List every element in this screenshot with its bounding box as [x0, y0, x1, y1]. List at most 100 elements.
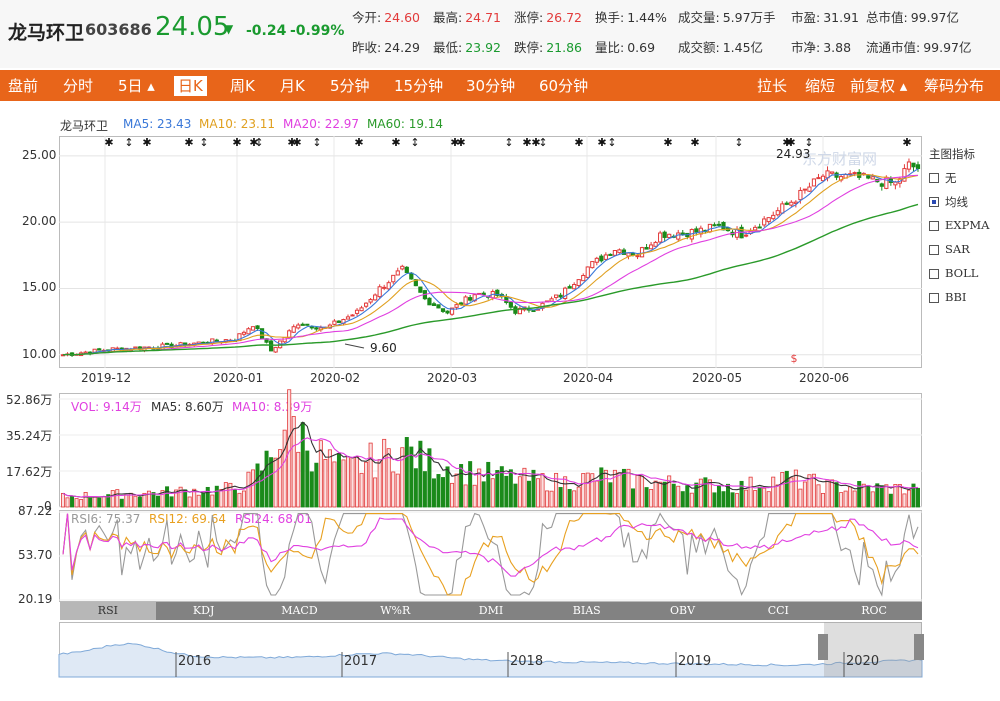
event-marker-icon[interactable]: ↕: [312, 136, 321, 149]
indicator-checkbox-6[interactable]: [929, 293, 939, 303]
volume-bar: [635, 475, 640, 508]
volume-bar: [888, 493, 893, 508]
period-tab-1[interactable]: 盘前: [8, 77, 39, 95]
event-marker-icon[interactable]: ↕: [504, 136, 513, 149]
kline-candle: [327, 323, 333, 329]
volume-bar: [793, 469, 798, 508]
event-marker-icon[interactable]: ✱: [663, 136, 672, 149]
period-tab-3[interactable]: 5日 ▴: [118, 77, 155, 95]
event-marker-icon[interactable]: ↕: [734, 136, 743, 149]
indicator-checkbox-3[interactable]: [929, 221, 939, 231]
event-marker-icon[interactable]: ✱: [232, 136, 241, 149]
event-marker-icon[interactable]: ↕: [124, 136, 133, 149]
event-marker-icon[interactable]: ✱: [184, 136, 193, 149]
volume-bar: [88, 497, 93, 508]
event-marker-icon[interactable]: ✱: [522, 136, 531, 149]
event-marker-icon[interactable]: ✱: [104, 136, 113, 149]
volume-bar: [526, 480, 531, 508]
overview-selection[interactable]: [824, 622, 922, 677]
volume-bar: [422, 471, 427, 508]
quote-field-11: 量比: 0.69: [595, 37, 655, 56]
kline-candle: [653, 240, 658, 247]
event-marker-icon[interactable]: ↕: [254, 136, 263, 149]
event-marker-icon[interactable]: ✱: [287, 136, 296, 149]
volume-bar: [789, 477, 794, 508]
indicator-tab-6[interactable]: BIAS: [572, 604, 601, 617]
event-marker-icon[interactable]: ✱: [391, 136, 400, 149]
indicator-checkbox-5[interactable]: [929, 269, 939, 279]
volume-bar: [848, 486, 853, 508]
event-marker-icon[interactable]: ↕: [199, 136, 208, 149]
volume-bar: [870, 491, 875, 508]
kline-y-tick-4: 10.00: [22, 346, 57, 361]
indicator-checkbox-1[interactable]: [929, 173, 939, 183]
overview-chart[interactable]: [58, 622, 924, 678]
event-marker-icon[interactable]: ✱: [142, 136, 151, 149]
event-marker-icon[interactable]: ↕: [410, 136, 419, 149]
quote-header: 龙马环卫 603686 24.05 ▼ -0.24 -0.99% 今开: 24.6…: [0, 0, 1000, 68]
volume-bar: [707, 479, 712, 508]
indicator-tab-2[interactable]: KDJ: [192, 604, 215, 617]
kline-candle: [305, 323, 310, 326]
event-marker-icon[interactable]: ✱: [354, 136, 363, 149]
stock-price: 24.05: [155, 12, 230, 42]
overview-right-handle[interactable]: [914, 634, 924, 660]
event-marker-icon[interactable]: ✱: [574, 136, 583, 149]
volume-bar: [165, 486, 170, 508]
period-tab-4[interactable]: 日K: [174, 76, 207, 96]
event-marker-icon[interactable]: ✱: [597, 136, 606, 149]
period-tab-5[interactable]: 周K: [230, 77, 255, 95]
indicator-tab-4[interactable]: W%R: [380, 604, 411, 617]
event-marker-icon[interactable]: ✱: [292, 136, 301, 149]
volume-bar: [119, 498, 124, 508]
indicator-tab-7[interactable]: OBV: [670, 604, 696, 617]
toolbar-action-3[interactable]: 前复权 ▴: [850, 77, 908, 95]
rsi-chart[interactable]: [59, 510, 922, 602]
volume-bar: [680, 491, 685, 508]
toolbar-action-1[interactable]: 拉长: [757, 77, 788, 95]
quote-value: 31.91: [823, 10, 860, 25]
quote-label: 市盈:: [791, 10, 821, 25]
period-tab-7[interactable]: 5分钟: [330, 77, 370, 95]
overview-left-handle[interactable]: [818, 634, 828, 660]
event-marker-icon[interactable]: ✱: [786, 136, 795, 149]
kline-candle: [771, 211, 776, 221]
event-marker-icon[interactable]: ✱: [249, 136, 258, 149]
event-marker-icon[interactable]: ✱: [456, 136, 465, 149]
volume-bar: [621, 468, 626, 508]
indicator-checkbox-2[interactable]: [929, 197, 939, 207]
legend-item-4: MA60: 19.14: [367, 117, 444, 131]
indicator-checkbox-4[interactable]: [929, 245, 939, 255]
period-tab-8[interactable]: 15分钟: [394, 77, 444, 95]
event-marker-icon[interactable]: ↕: [538, 136, 547, 149]
event-marker-icon[interactable]: ✱: [690, 136, 699, 149]
toolbar-action-4[interactable]: 筹码分布: [924, 77, 985, 95]
price-down-arrow-icon: ▼: [224, 22, 234, 36]
volume-bar: [300, 422, 305, 508]
period-tab-9[interactable]: 30分钟: [466, 77, 516, 95]
indicator-tab-9[interactable]: ROC: [861, 604, 887, 617]
kline-candle: [879, 182, 884, 191]
volume-bar: [404, 437, 409, 508]
volume-bar: [454, 473, 459, 508]
indicator-tab-1[interactable]: RSI: [60, 602, 156, 620]
event-marker-icon[interactable]: ✱: [531, 136, 540, 149]
indicator-tab-5[interactable]: DMI: [478, 604, 504, 617]
volume-bar: [667, 475, 672, 508]
event-marker-icon[interactable]: ✱: [902, 136, 911, 149]
event-marker-icon[interactable]: ↕: [607, 136, 616, 149]
quote-field-7: 总市值: 99.97亿: [866, 7, 959, 26]
period-tab-6[interactable]: 月K: [280, 77, 305, 95]
period-tab-10[interactable]: 60分钟: [539, 77, 589, 95]
toolbar-action-2[interactable]: 缩短: [805, 77, 836, 95]
period-tab-2[interactable]: 分时: [63, 77, 94, 95]
event-marker-icon[interactable]: ✱: [450, 136, 459, 149]
volume-chart[interactable]: [59, 389, 922, 508]
indicator-tab-8[interactable]: CCI: [767, 604, 789, 617]
event-marker-icon[interactable]: ✱: [782, 136, 791, 149]
dividend-icon[interactable]: $: [791, 352, 798, 365]
quote-label: 跌停:: [514, 40, 544, 55]
indicator-tab-3[interactable]: MACD: [281, 604, 318, 617]
kline-chart[interactable]: 东方财富网✱ ↕ ✱ ✱ ↕ ✱ ✱↕ ✱✱ ↕ ✱ ✱ ↕ ✱✱ ↕ ✱ ✱↕ ✱ ✱ ↕ ✱ ✱ ↕ ✱✱ ↕ ✱24.93…: [59, 136, 922, 368]
event-marker-icon[interactable]: ↕: [804, 136, 813, 149]
